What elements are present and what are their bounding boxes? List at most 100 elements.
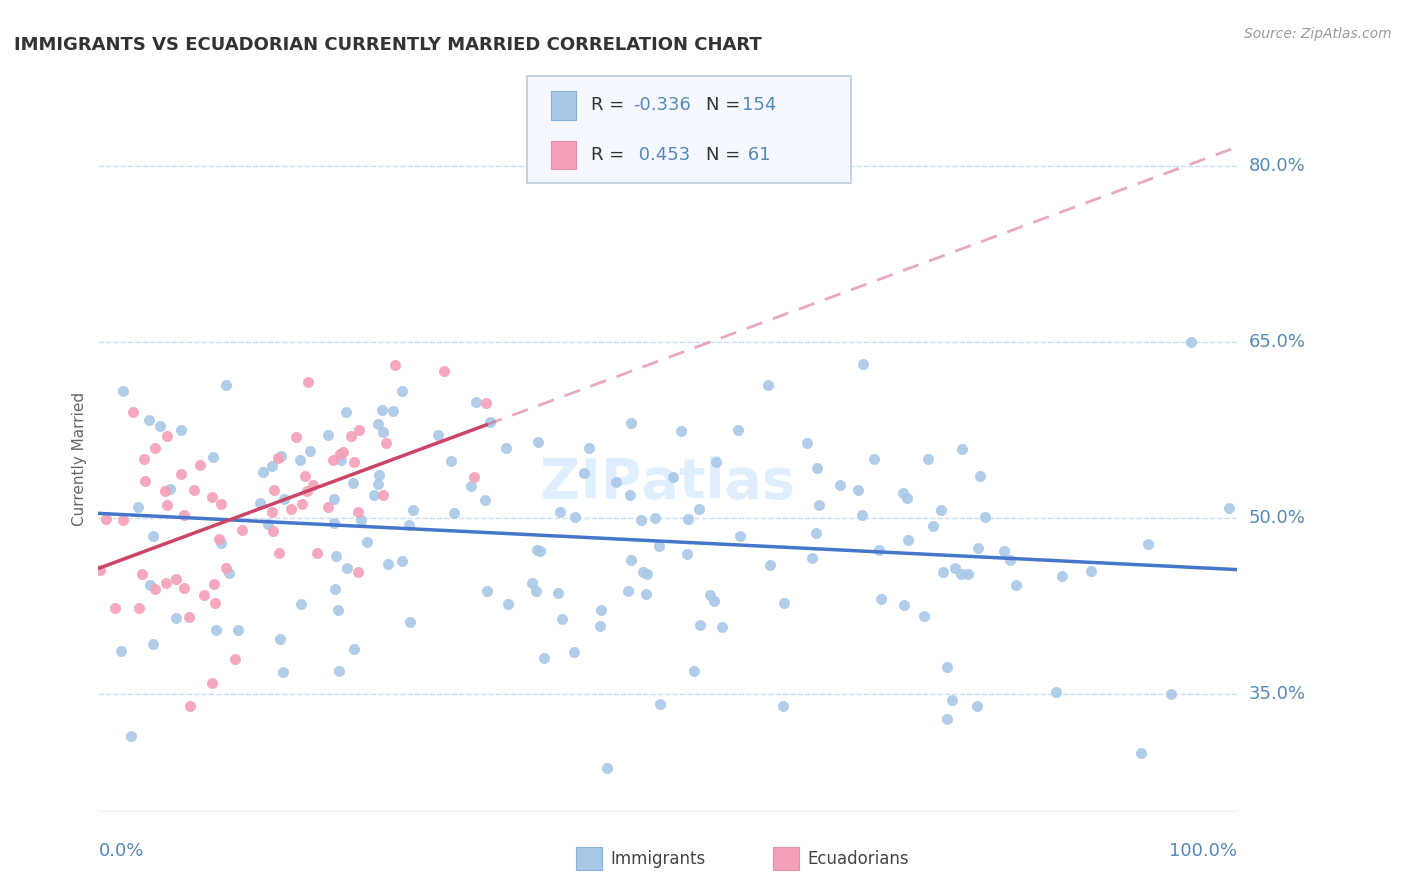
Point [533,650,555,665]
Point [262,524,284,538]
Point [193,588,215,602]
Point [526,584,548,599]
Point [165,611,187,625]
Text: 50.0%: 50.0% [1249,509,1305,527]
Point [688,502,710,516]
Point [145,582,167,596]
Point [527,435,550,450]
Point [1136,537,1159,551]
Point [349,423,371,437]
Point [699,588,721,602]
Point [121,405,143,419]
Point [211,497,233,511]
Point [678,512,700,526]
Point [110,644,132,658]
Point [170,467,193,482]
Point [224,652,246,666]
Text: Immigrants: Immigrants [610,849,706,868]
Point [950,566,973,581]
Point [562,645,585,659]
Point [1005,578,1028,592]
Point [868,543,890,558]
Point [111,512,134,526]
Point [806,460,828,475]
Point [291,497,314,511]
Point [294,469,316,483]
Point [630,513,652,527]
Point [596,761,619,775]
Point [727,423,749,437]
Point [356,535,378,549]
Point [347,565,370,579]
Point [260,504,283,518]
Point [477,583,499,598]
Point [974,509,997,524]
Text: R =: R = [591,96,630,114]
Point [290,598,312,612]
Point [269,546,291,560]
Point [367,476,389,491]
Point [703,594,725,608]
Point [205,623,228,637]
Point [619,487,641,501]
Y-axis label: Currently Married: Currently Married [72,392,87,526]
Point [332,444,354,458]
Point [589,619,612,633]
Point [374,436,396,450]
Point [202,577,225,591]
Point [682,665,704,679]
Point [173,581,195,595]
Point [142,529,165,543]
Point [578,442,600,456]
Point [179,699,201,714]
Point [201,490,224,504]
Point [896,533,918,547]
Point [329,447,352,461]
Point [288,453,311,467]
Point [201,675,224,690]
Point [329,452,352,467]
Point [564,510,586,524]
Point [179,610,201,624]
Point [339,429,361,443]
Point [139,578,162,592]
Point [322,453,344,467]
Point [96,512,118,526]
Point [495,441,517,455]
Point [173,508,195,522]
Point [1080,564,1102,578]
Point [336,561,359,575]
Point [1050,569,1073,583]
Point [917,451,939,466]
Point [391,554,413,568]
Point [316,500,339,514]
Text: 65.0%: 65.0% [1249,333,1305,351]
Point [475,395,498,409]
Text: Ecuadorians: Ecuadorians [807,849,908,868]
Point [869,591,891,606]
Point [316,427,339,442]
Text: N =: N = [706,96,745,114]
Point [343,455,366,469]
Text: 0.453: 0.453 [633,146,690,164]
Point [943,561,966,575]
Point [305,546,328,560]
Point [131,567,153,582]
Point [1218,501,1240,516]
Point [730,529,752,543]
Point [440,454,463,468]
Point [706,455,728,469]
Point [1130,746,1153,760]
Point [828,478,851,492]
Point [644,511,666,525]
Point [710,620,733,634]
Point [297,375,319,389]
Point [433,364,456,378]
Point [941,693,963,707]
Point [202,450,225,465]
Point [381,404,404,418]
Point [270,449,292,463]
Point [371,488,394,502]
Point [218,566,240,580]
Point [852,357,875,371]
